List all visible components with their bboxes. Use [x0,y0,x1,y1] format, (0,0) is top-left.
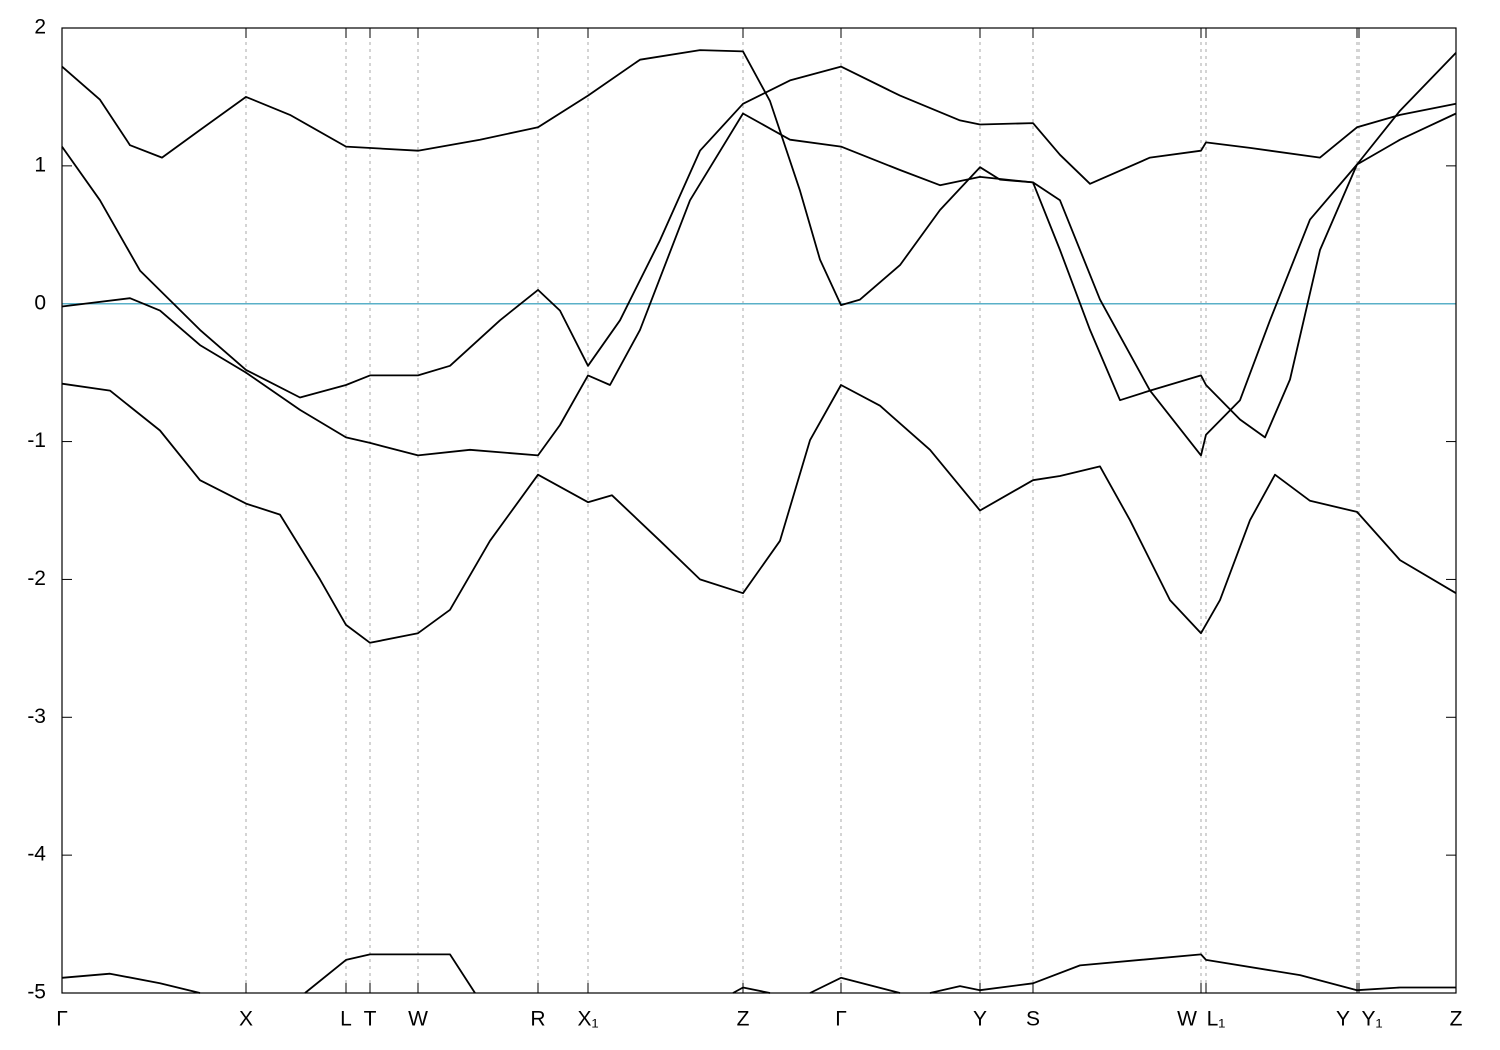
x-tick-label: X [239,1008,253,1031]
y-tick-label: -5 [27,981,46,1004]
y-tick-label: 2 [34,16,46,39]
band-line [61,953,1456,994]
y-tick-label: -4 [27,843,46,866]
x-tick-label: Z [737,1008,750,1031]
band-line [61,65,1457,399]
x-tick-label: T [364,1008,377,1031]
x-tick-label: Y [973,1008,987,1031]
x-tick-label: Y [1336,1008,1350,1031]
x-tick-label: L [340,1008,352,1031]
x-tick-label: Y₁ [1361,1008,1382,1031]
band-line [61,52,1457,457]
plot-frame [61,27,1457,994]
x-tick-label: Z [1450,1008,1463,1031]
band-line [61,49,1457,439]
y-tick-label: 0 [34,291,46,314]
y-tick-label: -3 [27,705,46,728]
x-tick-label: L₁ [1207,1008,1226,1031]
x-tick-label: W [1177,1008,1197,1031]
x-tick-label: R [530,1008,545,1031]
x-tick-label: W [408,1008,428,1031]
x-tick-label: Γ [56,1008,68,1031]
x-tick-label: X₁ [577,1008,598,1031]
band-line [61,382,1457,644]
y-tick-label: 1 [34,153,46,176]
y-tick-label: -2 [27,567,46,590]
x-tick-label: Γ [835,1008,847,1031]
x-tick-label: S [1026,1008,1040,1031]
y-tick-label: -1 [27,429,46,452]
